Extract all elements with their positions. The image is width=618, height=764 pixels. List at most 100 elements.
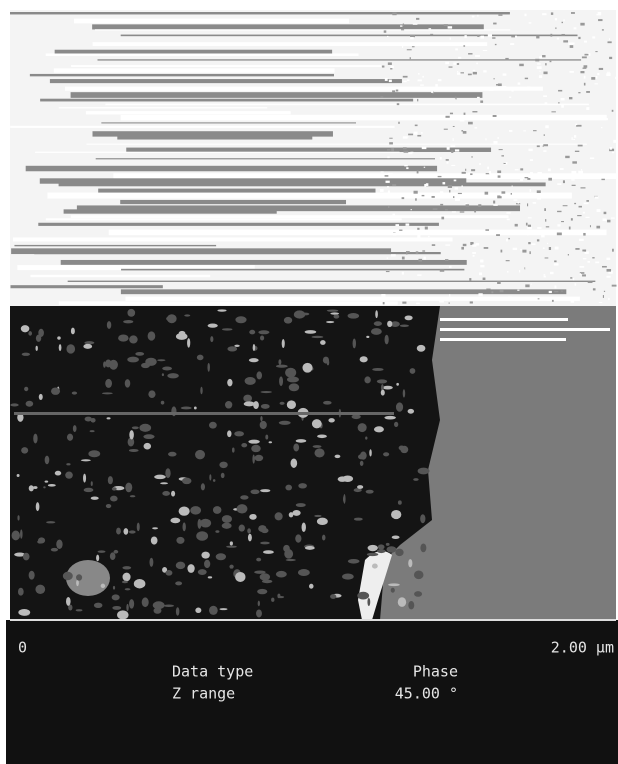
streak	[95, 29, 510, 30]
domain-speck	[123, 320, 133, 323]
streak	[10, 12, 510, 14]
speckle	[522, 250, 526, 253]
domain-speck	[391, 510, 401, 519]
streak	[440, 328, 610, 331]
speckle	[387, 149, 390, 150]
speckle	[569, 227, 571, 230]
speckle	[537, 63, 540, 64]
domain-speck	[17, 515, 19, 520]
domain-speck	[260, 335, 264, 340]
speckle	[407, 49, 412, 50]
speckle	[458, 57, 461, 59]
domain-speck	[256, 610, 262, 618]
speckle	[397, 103, 399, 105]
speckle	[563, 19, 564, 21]
domain-speck	[167, 373, 179, 378]
domain-speck	[91, 418, 96, 423]
speckle	[413, 24, 418, 25]
speckle	[494, 141, 498, 143]
speckle	[381, 171, 384, 172]
speckle	[537, 190, 541, 193]
domain-speck	[405, 315, 413, 320]
domain-speck	[285, 368, 296, 378]
speckle	[581, 169, 582, 171]
speckle	[497, 170, 501, 173]
speckle	[496, 84, 500, 86]
speckle	[460, 72, 464, 73]
speckle	[585, 251, 589, 254]
speckle	[402, 257, 405, 260]
speckle	[536, 36, 539, 39]
speckle	[594, 232, 596, 235]
speckle	[510, 43, 514, 45]
domain-speck	[157, 359, 165, 361]
speckle	[571, 179, 574, 180]
streak	[47, 193, 571, 199]
speckle	[417, 228, 419, 230]
domain-speck	[51, 548, 58, 552]
domain-speck	[372, 368, 383, 371]
domain-speck	[46, 521, 55, 523]
domain-speck	[108, 476, 113, 484]
speckle	[507, 219, 510, 221]
domain-speck	[420, 543, 426, 552]
speckle	[473, 255, 475, 257]
speckle	[576, 125, 578, 126]
speckle	[383, 194, 386, 196]
domain-speck	[187, 338, 190, 348]
speckle	[544, 134, 545, 136]
speckle	[584, 250, 586, 252]
info-label: Z range	[172, 685, 235, 703]
domain-speck	[96, 555, 99, 562]
domain-speck	[302, 523, 306, 532]
domain-speck	[182, 522, 185, 531]
domain-speck	[237, 504, 248, 513]
speckle	[520, 168, 523, 170]
speckle	[389, 142, 393, 144]
speckle	[395, 224, 399, 226]
domain-speck	[207, 363, 209, 372]
speckle	[416, 251, 419, 254]
domain-speck	[296, 439, 307, 443]
domain-speck	[386, 546, 396, 552]
speckle	[597, 209, 601, 212]
domain-speck	[400, 324, 409, 327]
speckle	[389, 138, 392, 139]
speckle	[470, 173, 472, 175]
streak	[117, 136, 312, 139]
domain-speck	[309, 584, 314, 589]
speckle	[533, 194, 536, 196]
domain-speck	[371, 328, 382, 335]
speckle	[466, 204, 469, 206]
domain-speck	[195, 450, 205, 459]
domain-speck	[342, 573, 354, 579]
speckle	[455, 198, 460, 201]
speckle	[391, 66, 394, 68]
speckle	[557, 183, 561, 185]
domain-speck	[375, 310, 378, 318]
domain-speck	[200, 387, 202, 395]
domain-speck	[353, 338, 356, 348]
speckle	[483, 70, 486, 72]
speckle	[407, 136, 408, 137]
speckle	[472, 244, 476, 246]
speckle	[391, 254, 396, 256]
speckle	[595, 83, 598, 84]
domain-speck	[295, 534, 301, 542]
speckle	[450, 113, 453, 115]
domain-speck	[305, 546, 315, 550]
speckle	[539, 177, 542, 178]
domain-speck	[84, 488, 94, 492]
speckle	[477, 97, 480, 98]
speckle	[428, 236, 429, 237]
streak	[86, 144, 586, 145]
speckle	[527, 89, 529, 90]
domain-speck	[354, 518, 363, 521]
speckle	[584, 41, 587, 43]
domain-speck	[322, 535, 325, 541]
speckle	[595, 51, 597, 52]
domain-speck	[141, 363, 150, 368]
domain-speck	[84, 341, 94, 344]
speckle	[563, 40, 568, 42]
speckle	[495, 44, 497, 45]
